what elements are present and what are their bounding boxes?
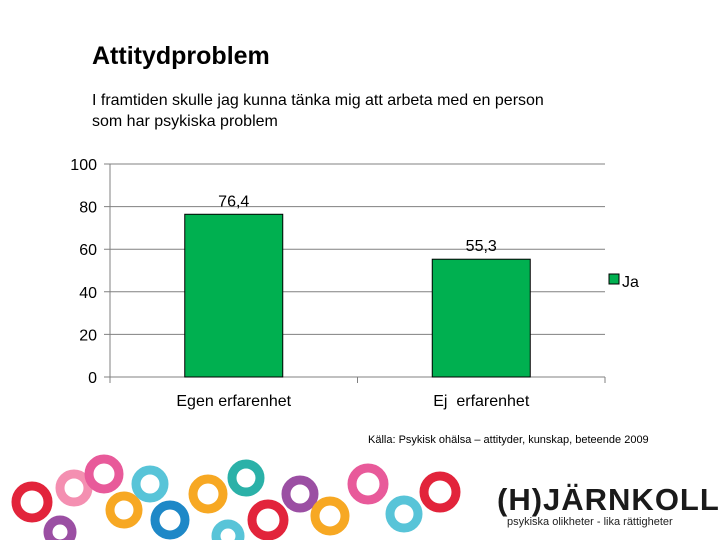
x-category-label: Ej erfarenhet <box>433 393 530 410</box>
bar <box>184 213 284 378</box>
y-tick-label: 60 <box>79 242 97 259</box>
slide-title: Attitydproblem <box>92 42 270 70</box>
source-note: Källa: Psykisk ohälsa – attityder, kunsk… <box>368 434 649 446</box>
slide-subtitle: I framtiden skulle jag kunna tänka mig a… <box>92 92 544 130</box>
x-category-label: Egen erfarenhet <box>176 393 291 410</box>
bar <box>431 258 531 378</box>
y-tick-label: 80 <box>79 200 97 217</box>
legend-swatch <box>608 273 620 285</box>
y-tick-label: 40 <box>79 285 97 302</box>
data-label: 76,4 <box>218 193 249 210</box>
data-label: 55,3 <box>466 238 497 255</box>
logo-tagline: psykiska olikheter - lika rättigheter <box>507 516 673 528</box>
logo-wordmark: (H)JÄRNKOLL <box>497 482 720 517</box>
people-heads-logo-art <box>11 454 461 540</box>
y-tick-label: 20 <box>79 327 97 344</box>
y-tick-label: 100 <box>70 157 97 174</box>
bar-chart: 0 20 40 60 80 100 76,4 Egen erfarenhet 55,3 Ej er… <box>70 157 639 410</box>
y-tick-label: 0 <box>88 370 97 387</box>
legend-label: Ja <box>622 274 639 291</box>
